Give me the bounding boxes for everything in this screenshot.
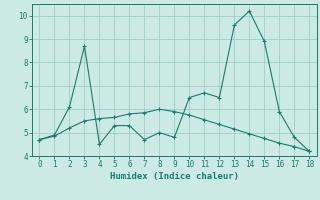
X-axis label: Humidex (Indice chaleur): Humidex (Indice chaleur) bbox=[110, 172, 239, 181]
